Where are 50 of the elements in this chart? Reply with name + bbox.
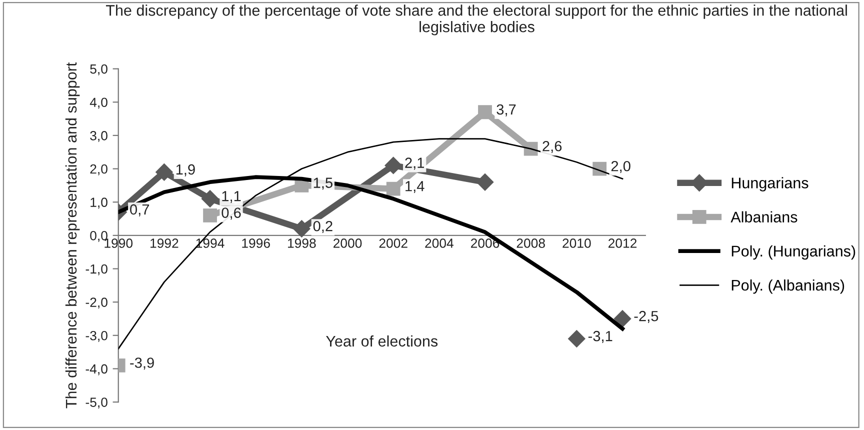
x-tick-label: 2004 <box>425 238 454 248</box>
legend-label: Poly. (Albanians) <box>732 279 844 294</box>
x-tick-label: 2010 <box>562 238 591 248</box>
x-tick-label: 1992 <box>150 238 178 248</box>
chart-title: The discrepancy of the percentage of vote share and the electoral support for the ethnic parties in the national legislative bodies <box>106 4 847 36</box>
data-label: 2,1 <box>405 158 424 170</box>
x-axis-title: Year of elections <box>326 335 438 347</box>
x-tick-label: 2008 <box>516 238 545 248</box>
y-axis-title: The difference between representation and support <box>65 62 80 408</box>
data-label: 1,5 <box>314 178 332 190</box>
y-tick-label: -2,0 <box>86 298 108 309</box>
data-label: 1,1 <box>222 191 241 204</box>
data-label: -3,9 <box>130 358 154 370</box>
point <box>614 310 632 328</box>
point <box>156 164 173 181</box>
data-label: -3,1 <box>588 330 612 343</box>
x-tick-label: 2012 <box>608 238 637 248</box>
y-tick-label: -5,0 <box>86 398 108 409</box>
data-label: 0,7 <box>130 204 150 216</box>
legend-label: Albanians <box>730 211 798 222</box>
x-tick-label: 1998 <box>288 238 316 248</box>
data-label: -2,5 <box>634 310 658 323</box>
data-label: 2,6 <box>542 140 562 154</box>
data-label: 1,4 <box>406 181 424 194</box>
data-label: 0,2 <box>313 220 332 234</box>
point <box>386 182 400 196</box>
y-tick-label: 2,0 <box>90 164 108 176</box>
legend-label: Hungarians <box>732 177 808 192</box>
y-tick-label: -1,0 <box>86 264 108 276</box>
data-label: 0,6 <box>222 208 241 220</box>
y-tick-label: -3,0 <box>86 330 108 342</box>
y-tick-label: 3,0 <box>90 131 108 142</box>
point <box>476 174 494 191</box>
x-tick-label: 1996 <box>242 238 270 248</box>
legend-label: Poly. (Hungarians) <box>732 245 856 260</box>
data-label: 2,0 <box>611 160 630 174</box>
point <box>203 208 217 222</box>
x-tick-label: 2002 <box>379 238 408 248</box>
y-tick-label: -4,0 <box>86 364 108 376</box>
y-tick-label: 4,0 <box>90 98 108 109</box>
data-label: 3,7 <box>496 104 516 116</box>
x-tick-label: 2000 <box>334 238 362 248</box>
data-label: 1,9 <box>176 164 195 176</box>
point <box>384 156 402 174</box>
point <box>568 330 586 348</box>
y-tick-label: 1,0 <box>90 198 108 209</box>
point <box>201 190 219 208</box>
y-tick-label: 5,0 <box>90 64 108 76</box>
point <box>293 220 310 238</box>
point <box>478 105 492 120</box>
